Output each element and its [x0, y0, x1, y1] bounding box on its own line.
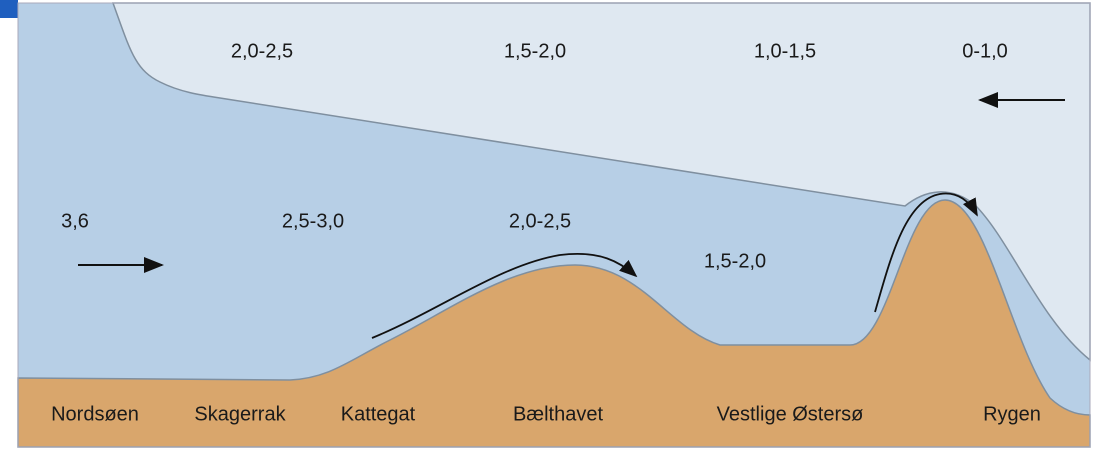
location-label: Kattegat [341, 403, 416, 425]
salinity-label: 0-1,0 [962, 40, 1008, 62]
location-label: Vestlige Østersø [717, 403, 864, 425]
salinity-label: 2,0-2,5 [509, 210, 571, 232]
salinity-label: 2,0-2,5 [231, 40, 293, 62]
location-label: Nordsøen [51, 403, 139, 425]
seabed [17, 199, 1091, 448]
salinity-label: 1,0-1,5 [754, 40, 816, 62]
arrow-over-ridge [874, 192, 978, 313]
salinity-label: 2,5-3,0 [282, 210, 344, 232]
corner-badge [0, 0, 18, 18]
location-label: Bælthavet [513, 403, 603, 425]
arrow-over-sill [371, 253, 638, 339]
surface-water [111, 2, 1091, 362]
salinity-label: 1,5-2,0 [504, 40, 566, 62]
location-label: Skagerrak [194, 403, 286, 425]
salinity-label: 3,6 [61, 210, 89, 232]
salinity-label: 1,5-2,0 [704, 250, 766, 272]
location-label: Rygen [983, 403, 1041, 425]
frame [17, 2, 1091, 448]
